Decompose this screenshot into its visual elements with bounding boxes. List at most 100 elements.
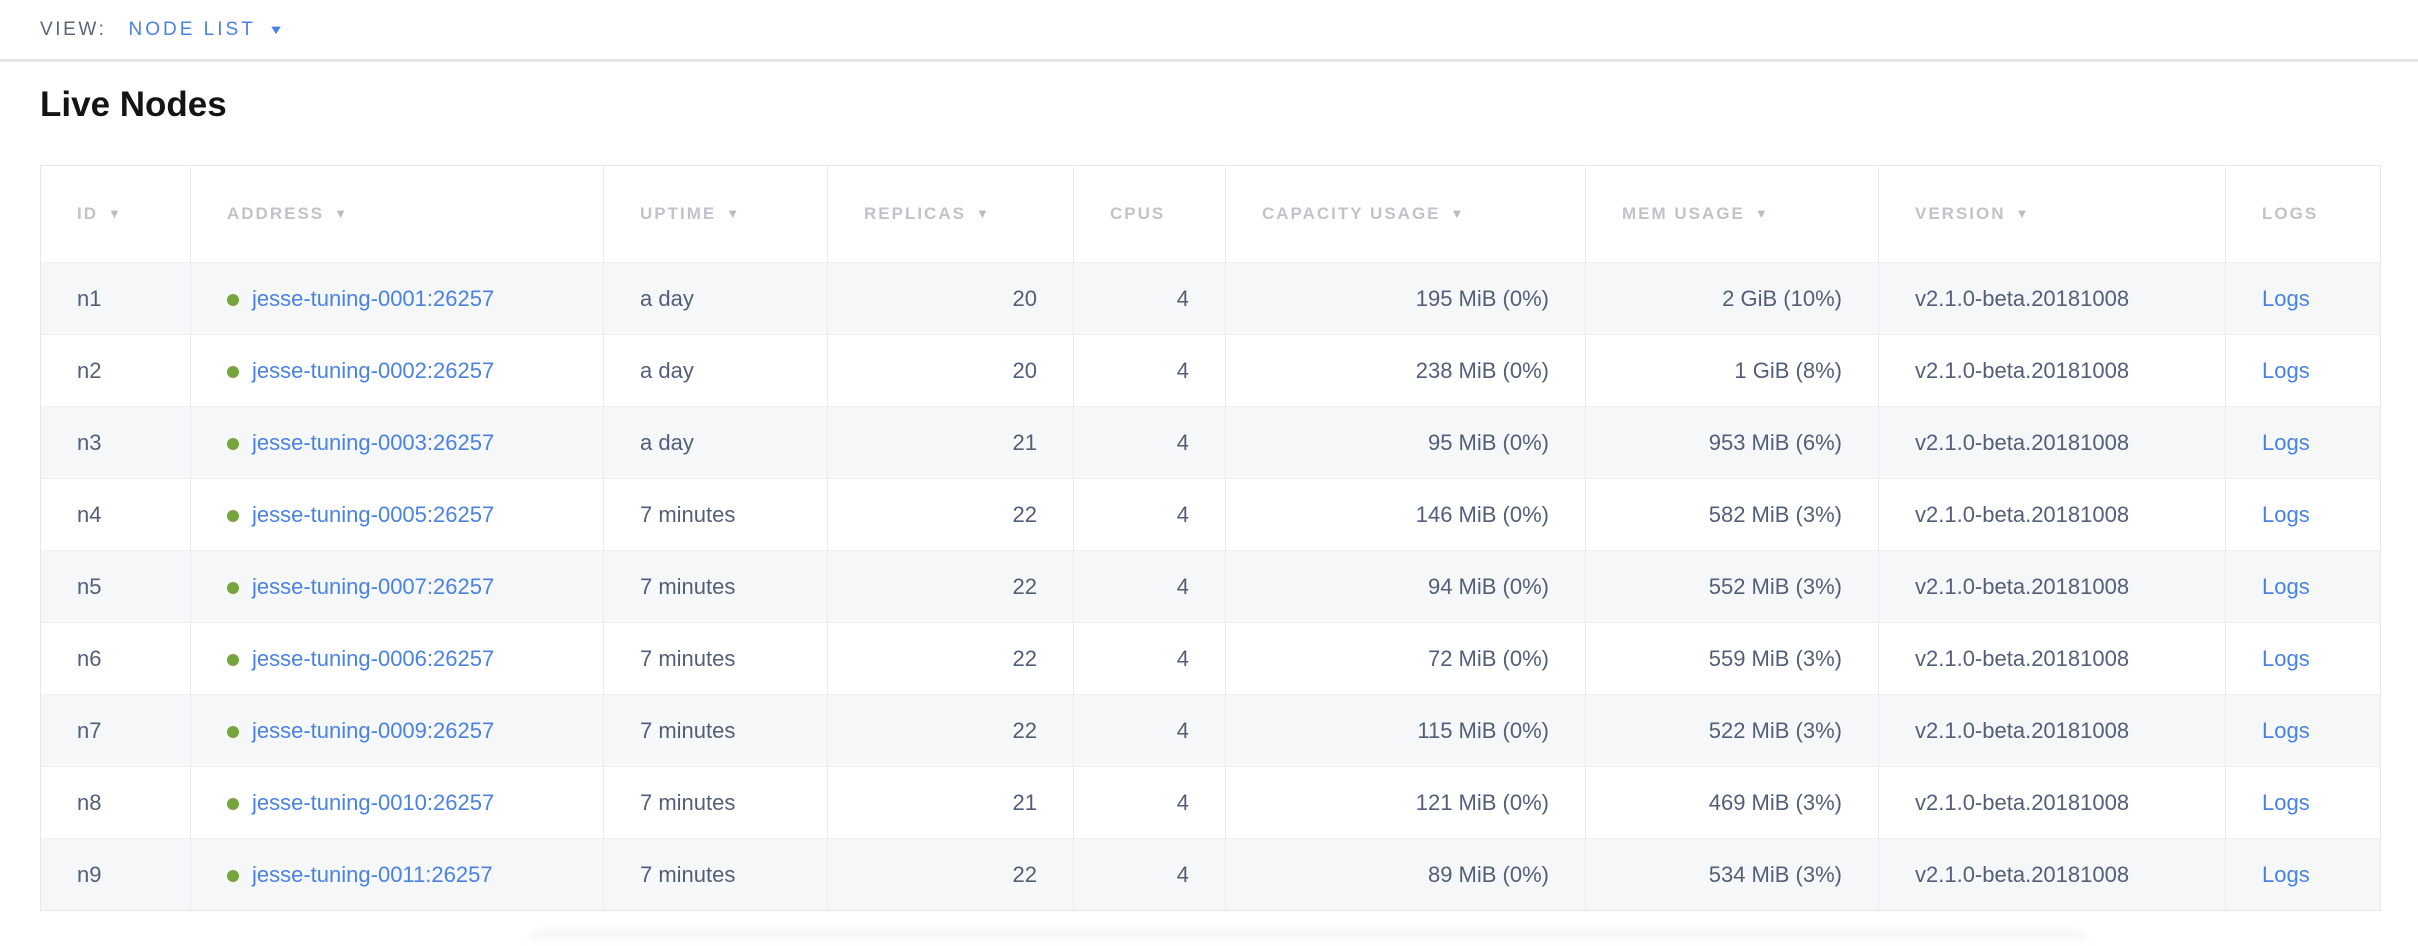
node-mem-usage-cell: 552 MiB (3%) <box>1585 550 1879 623</box>
node-logs-link[interactable]: Logs <box>2262 429 2310 455</box>
node-address-link[interactable]: jesse-tuning-0002:26257 <box>252 357 495 383</box>
column-header-version[interactable]: VERSION ▼ <box>1878 165 2226 263</box>
node-uptime-cell: 7 minutes <box>603 550 828 623</box>
node-replicas-cell: 22 <box>827 550 1074 623</box>
node-logs-cell: Logs <box>2225 550 2381 623</box>
node-address-link[interactable]: jesse-tuning-0001:26257 <box>252 285 495 311</box>
page-title: Live Nodes <box>40 85 227 124</box>
node-cpus-cell: 4 <box>1073 406 1226 479</box>
table-row: n9 jesse-tuning-0011:26257 7 minutes 22 … <box>40 838 2381 911</box>
node-id-cell: n2 <box>40 334 191 407</box>
node-logs-cell: Logs <box>2225 262 2381 335</box>
column-header-id[interactable]: ID ▼ <box>40 165 191 263</box>
node-address-link[interactable]: jesse-tuning-0005:26257 <box>252 501 495 527</box>
node-address-cell: jesse-tuning-0002:26257 <box>190 334 604 407</box>
node-cpus-cell: 4 <box>1073 262 1226 335</box>
node-status-healthy-icon <box>227 437 239 450</box>
node-replicas-cell: 22 <box>827 478 1074 551</box>
node-address-link[interactable]: jesse-tuning-0009:26257 <box>252 717 495 743</box>
node-status-healthy-icon <box>227 653 239 666</box>
node-address-link[interactable]: jesse-tuning-0010:26257 <box>252 789 495 815</box>
node-uptime-cell: a day <box>603 262 828 335</box>
node-uptime-cell: 7 minutes <box>603 766 828 839</box>
node-id-cell: n1 <box>40 262 191 335</box>
node-logs-link[interactable]: Logs <box>2262 501 2310 527</box>
node-address-cell: jesse-tuning-0006:26257 <box>190 622 604 695</box>
table-row: n2 jesse-tuning-0002:26257 a day 20 4 23… <box>40 334 2381 407</box>
column-header-uptime[interactable]: UPTIME ▼ <box>603 165 828 263</box>
table-row: n4 jesse-tuning-0005:26257 7 minutes 22 … <box>40 478 2381 551</box>
node-address-cell: jesse-tuning-0003:26257 <box>190 406 604 479</box>
sort-desc-icon: ▼ <box>975 206 991 221</box>
node-logs-cell: Logs <box>2225 766 2381 839</box>
table-row: n8 jesse-tuning-0010:26257 7 minutes 21 … <box>40 766 2381 839</box>
sort-desc-icon: ▼ <box>726 206 742 221</box>
node-mem-usage-cell: 522 MiB (3%) <box>1585 694 1879 767</box>
node-capacity-usage-cell: 94 MiB (0%) <box>1225 550 1586 623</box>
node-uptime-cell: 7 minutes <box>603 838 828 911</box>
node-replicas-cell: 21 <box>827 406 1074 479</box>
sort-desc-icon: ▼ <box>1754 206 1770 221</box>
node-version-cell: v2.1.0-beta.20181008 <box>1878 334 2226 407</box>
node-logs-link[interactable]: Logs <box>2262 285 2310 311</box>
table-row: n3 jesse-tuning-0003:26257 a day 21 4 95… <box>40 406 2381 479</box>
node-logs-link[interactable]: Logs <box>2262 357 2310 383</box>
node-replicas-cell: 21 <box>827 766 1074 839</box>
node-replicas-cell: 22 <box>827 622 1074 695</box>
node-address-cell: jesse-tuning-0011:26257 <box>190 838 604 911</box>
node-version-cell: v2.1.0-beta.20181008 <box>1878 766 2226 839</box>
view-bar: VIEW: NODE LIST ▼ <box>0 0 2418 62</box>
node-logs-cell: Logs <box>2225 694 2381 767</box>
node-id-cell: n4 <box>40 478 191 551</box>
node-version-cell: v2.1.0-beta.20181008 <box>1878 838 2226 911</box>
table-header-row: ID▼ ADDRESS▼ UPTIME▼ REPLICAS▼ CPUS▼ CAP… <box>40 165 2381 263</box>
column-header-address[interactable]: ADDRESS ▼ <box>190 165 604 263</box>
column-header-replicas[interactable]: REPLICAS ▼ <box>827 165 1074 263</box>
node-status-healthy-icon <box>227 509 239 522</box>
node-address-link[interactable]: jesse-tuning-0003:26257 <box>252 429 495 455</box>
node-uptime-cell: 7 minutes <box>603 694 828 767</box>
node-status-healthy-icon <box>227 797 239 810</box>
node-uptime-cell: a day <box>603 406 828 479</box>
column-header-logs[interactable]: LOGS▼ <box>2225 165 2381 263</box>
view-selector-dropdown[interactable]: NODE LIST ▼ <box>129 19 286 41</box>
node-cpus-cell: 4 <box>1073 694 1226 767</box>
column-header-capacity-usage[interactable]: CAPACITY USAGE ▼ <box>1225 165 1586 263</box>
sort-desc-icon: ▼ <box>334 206 349 221</box>
live-nodes-section: Live Nodes ID ▼ ADDRESS ▼ UPTIME ▼ REPLICAS… <box>0 83 2418 911</box>
node-logs-link[interactable]: Logs <box>2262 861 2310 887</box>
table-row: n6 jesse-tuning-0006:26257 7 minutes 22 … <box>40 622 2381 695</box>
node-cpus-cell: 4 <box>1073 550 1226 623</box>
node-id-cell: n9 <box>40 838 191 911</box>
node-id-cell: n7 <box>40 694 191 767</box>
column-header-mem-usage[interactable]: MEM USAGE ▼ <box>1585 165 1879 263</box>
node-capacity-usage-cell: 95 MiB (0%) <box>1225 406 1586 479</box>
node-logs-cell: Logs <box>2225 838 2381 911</box>
node-version-cell: v2.1.0-beta.20181008 <box>1878 478 2226 551</box>
node-uptime-cell: 7 minutes <box>603 478 828 551</box>
node-version-cell: v2.1.0-beta.20181008 <box>1878 262 2226 335</box>
node-replicas-cell: 22 <box>827 694 1074 767</box>
node-logs-link[interactable]: Logs <box>2262 789 2310 815</box>
node-address-link[interactable]: jesse-tuning-0011:26257 <box>252 861 493 887</box>
sort-desc-icon: ▼ <box>108 206 123 221</box>
node-capacity-usage-cell: 115 MiB (0%) <box>1225 694 1586 767</box>
column-header-cpus[interactable]: CPUS▼ <box>1073 165 1226 263</box>
node-logs-link[interactable]: Logs <box>2262 717 2310 743</box>
node-capacity-usage-cell: 195 MiB (0%) <box>1225 262 1586 335</box>
node-version-cell: v2.1.0-beta.20181008 <box>1878 550 2226 623</box>
node-address-cell: jesse-tuning-0005:26257 <box>190 478 604 551</box>
node-status-healthy-icon <box>227 293 239 306</box>
node-mem-usage-cell: 559 MiB (3%) <box>1585 622 1879 695</box>
node-logs-link[interactable]: Logs <box>2262 645 2310 671</box>
node-mem-usage-cell: 582 MiB (3%) <box>1585 478 1879 551</box>
node-cpus-cell: 4 <box>1073 838 1226 911</box>
node-replicas-cell: 20 <box>827 334 1074 407</box>
node-address-link[interactable]: jesse-tuning-0007:26257 <box>252 573 495 599</box>
node-id-cell: n6 <box>40 622 191 695</box>
node-address-link[interactable]: jesse-tuning-0006:26257 <box>252 645 495 671</box>
node-replicas-cell: 20 <box>827 262 1074 335</box>
node-status-healthy-icon <box>227 581 239 594</box>
node-capacity-usage-cell: 146 MiB (0%) <box>1225 478 1586 551</box>
node-logs-link[interactable]: Logs <box>2262 573 2310 599</box>
